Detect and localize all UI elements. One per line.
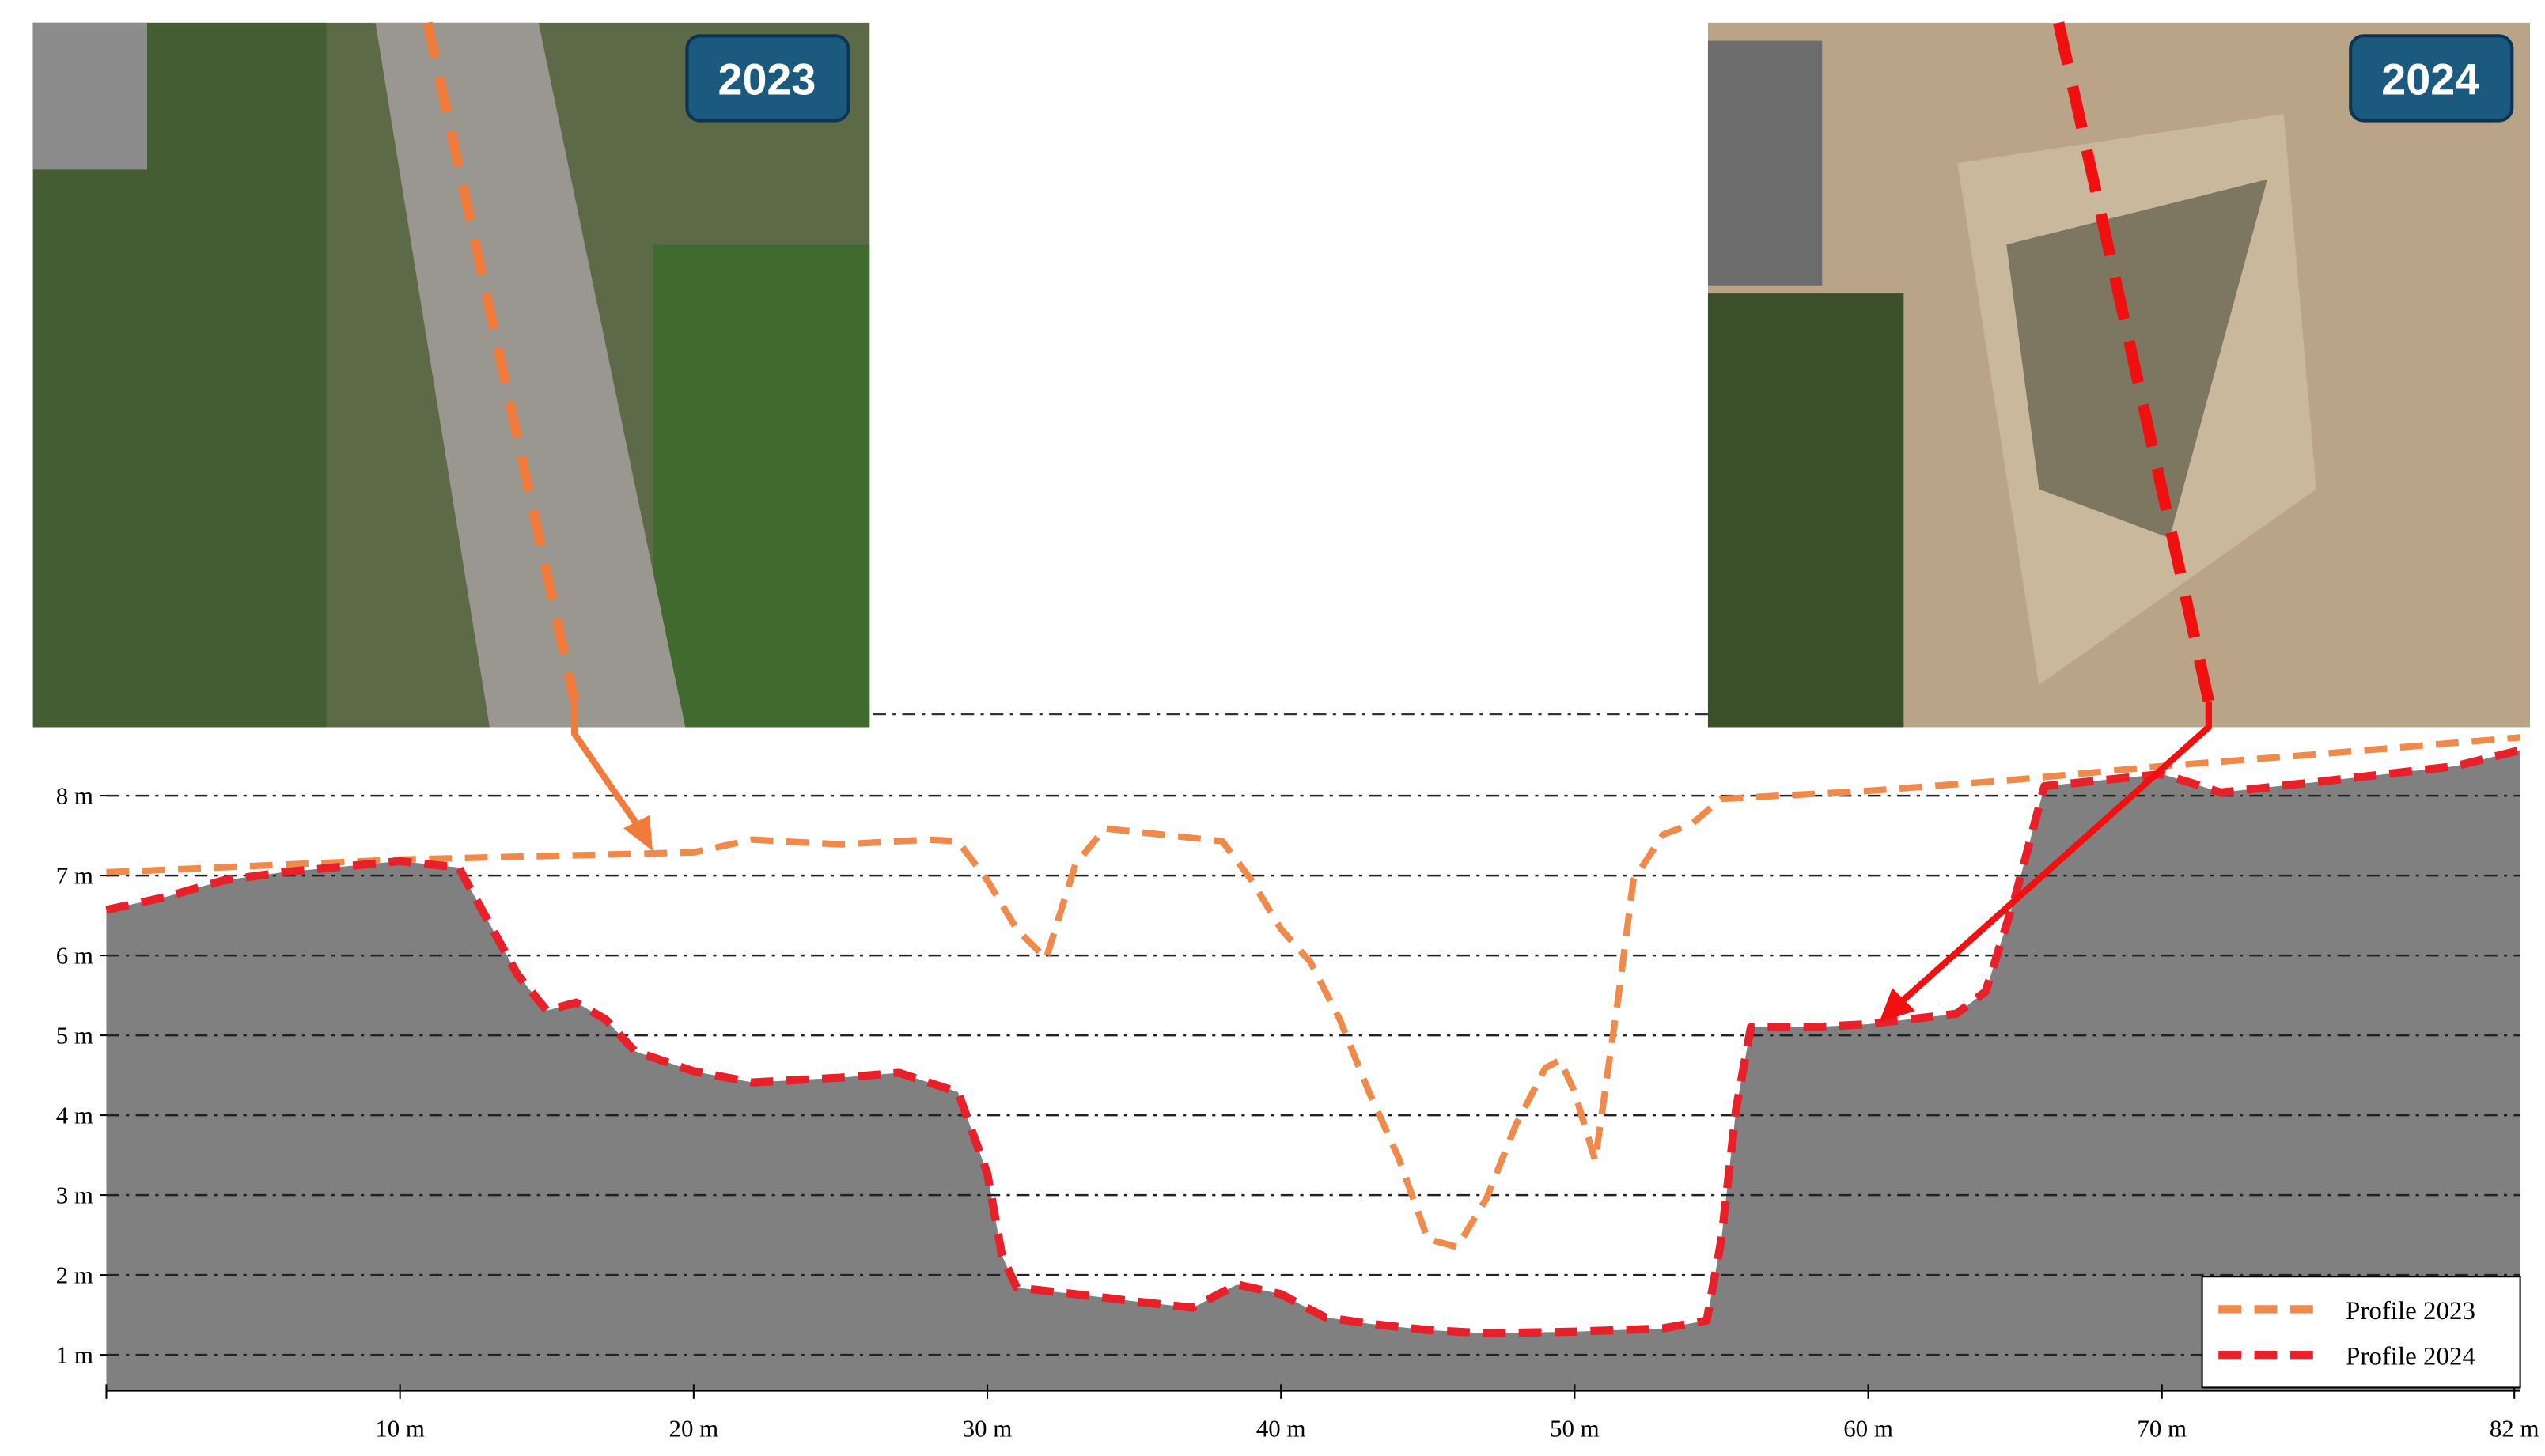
x-tick-label: 50 m — [1550, 1414, 1600, 1442]
plot-area: 1 m 2 m 3 m 4 m 5 m 6 m 7 m 8 m 10 m 20 m 30 m 40 m… — [56, 734, 2539, 1442]
callout-2024 — [1879, 701, 2212, 1023]
legend-label: Profile 2024 — [2346, 1343, 2475, 1371]
legend-label: Profile 2023 — [2346, 1297, 2475, 1326]
x-tick-label: 60 m — [1843, 1414, 1893, 1442]
photo-label-box — [685, 34, 850, 123]
y-tick-label: 6 m — [56, 941, 93, 969]
y-tick-label: 7 m — [56, 861, 93, 889]
photo-label: 2023 — [718, 55, 816, 104]
y-tick-label: 5 m — [56, 1021, 93, 1049]
x-tick-label: 20 m — [668, 1414, 718, 1442]
y-tick-label: 1 m — [56, 1341, 93, 1368]
photo-vegetation — [1707, 293, 1904, 728]
legend: Profile 2023 Profile 2024 — [2201, 1276, 2521, 1389]
trace-line — [2053, 21, 2214, 703]
callout-2023 — [571, 701, 653, 852]
photo-road — [375, 22, 686, 728]
photo-2023: 2023 — [32, 21, 870, 728]
y-tick-label: 3 m — [56, 1181, 93, 1208]
photo-roof — [32, 22, 148, 170]
arrow — [571, 701, 642, 830]
y-tick-label: 8 m — [56, 781, 93, 809]
photo-vegetation — [653, 244, 870, 728]
area — [106, 750, 2520, 1391]
trace-line — [422, 21, 580, 702]
x-tick-label: 10 m — [375, 1414, 425, 1442]
x-tick-label: 82 m — [2490, 1414, 2539, 1442]
arrow — [1898, 701, 2212, 1005]
x-tick-label: 40 m — [1256, 1414, 1306, 1442]
photo-roof — [1707, 40, 1823, 286]
legend-box — [2201, 1276, 2521, 1389]
photo-label-box — [2349, 34, 2514, 123]
arrow-head — [1879, 988, 1915, 1023]
arrow-head — [623, 815, 653, 852]
x-tick-label: 70 m — [2137, 1414, 2187, 1442]
line — [106, 734, 2520, 1250]
photo-label: 2024 — [2381, 55, 2479, 104]
line — [105, 746, 2521, 1337]
photo-2024: 2024 — [1707, 21, 2530, 728]
x-tick-label: 30 m — [963, 1414, 1013, 1442]
y-tick-label: 4 m — [56, 1101, 93, 1129]
y-tick-label: 2 m — [56, 1261, 93, 1288]
